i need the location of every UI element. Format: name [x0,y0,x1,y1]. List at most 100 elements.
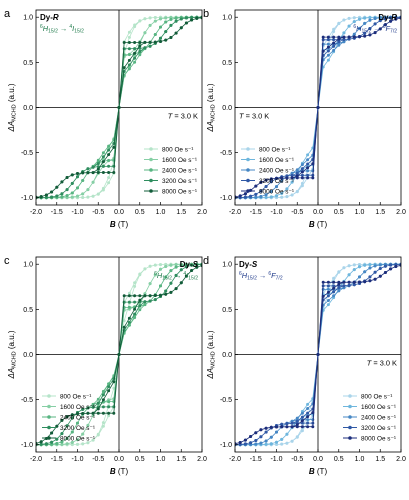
y-tick-label: -1.0 [220,442,232,449]
data-point [332,280,336,284]
data-point [300,415,304,419]
data-point [65,442,69,446]
data-point [368,27,372,30]
data-point [39,440,43,444]
data-point [122,47,126,51]
data-point [107,389,111,393]
data-point [76,186,79,190]
y-tick-label: 0.0 [23,105,33,112]
data-point [81,192,85,196]
legend-entry: 8000 Oe s⁻¹ [60,435,95,442]
data-point [347,280,351,284]
data-point [39,195,43,199]
data-point [107,405,111,409]
x-tick-label: 2.0 [396,209,406,216]
data-point [91,438,95,442]
series-line-1 [36,16,202,199]
data-point [306,153,310,157]
data-point [76,172,79,175]
data-point [148,44,152,48]
series-line-3 [235,16,401,199]
data-point [60,192,64,196]
data-point [347,16,351,20]
x-tick-label: 1.5 [375,456,385,463]
data-point [179,264,183,267]
data-point [76,194,79,198]
data-point [264,426,268,430]
data-point [326,303,330,307]
data-point [285,187,289,191]
legend-entry: 2400 Oe s⁻¹ [162,167,197,174]
data-point [259,435,263,439]
data-point [148,299,152,303]
data-point [44,195,48,199]
data-point [264,442,268,446]
x-tick-label: 1.5 [375,209,385,216]
data-point [133,316,137,320]
data-series [235,15,401,200]
data-point [169,36,173,39]
data-point [190,263,194,267]
data-point [107,171,111,174]
data-point [101,398,105,402]
data-point [326,294,330,298]
x-tick-label: -1.5 [51,209,63,216]
data-point [122,325,126,329]
x-axis-label: B (T) [309,220,328,229]
data-point [306,421,310,425]
data-point [127,30,131,34]
data-point [358,26,361,30]
data-point [332,35,336,39]
data-point [300,425,304,429]
data-point [164,275,168,279]
y-tick-label: 1.0 [23,262,33,269]
temperature-label: T = 3.0 K [239,112,269,121]
data-point [306,407,310,410]
data-point [153,294,157,297]
temperature-label: T = 3.0 K [367,359,397,368]
data-point [174,265,178,269]
data-point [148,16,152,20]
data-point [383,271,387,274]
series-line-3 [36,264,202,445]
data-point [306,166,310,170]
data-point [174,19,178,23]
series-line-4 [36,17,202,198]
x-tick-label: 0.0 [114,456,124,463]
series-line-1 [36,263,202,446]
y-tick-label: -1.0 [21,442,33,449]
data-point [86,167,90,171]
data-point [285,441,289,445]
data-point [190,269,194,272]
series-line-2 [36,263,202,446]
data-point [280,179,284,183]
data-point [306,402,310,406]
data-point [169,269,173,273]
data-point [153,263,157,267]
data-point [81,442,85,446]
sample-label: Dy-R [40,13,59,22]
data-point [326,42,330,46]
data-point [368,279,372,283]
data-point [107,414,111,418]
panel-c: -2.0 -1.5 -1.0 -0.5 0.0 0.5 1.0 1.5 2.0 -1.0 -0.5 0… [4,255,207,476]
legend-entry: 8000 Oe s⁻¹ [259,188,294,195]
data-point [264,439,268,443]
legend-entry: 3200 Oe s⁻¹ [361,425,396,432]
data-point [259,195,263,198]
legend: 800 Oe s⁻¹ 1600 Oe s⁻¹ 2400 Oe s⁻¹ 3200 Oe … [343,393,396,442]
data-point [39,442,43,446]
data-point [306,411,310,415]
data-point [138,294,142,298]
data-point [285,432,289,436]
data-point [363,280,367,284]
y-tick-label: -1.0 [220,195,232,202]
data-point [332,44,336,48]
data-point [101,164,105,168]
sample-label: Dy-S [239,260,258,269]
data-point [55,437,59,441]
data-point [300,167,304,171]
data-point [44,193,48,197]
data-point [378,263,382,267]
data-point [143,294,147,298]
